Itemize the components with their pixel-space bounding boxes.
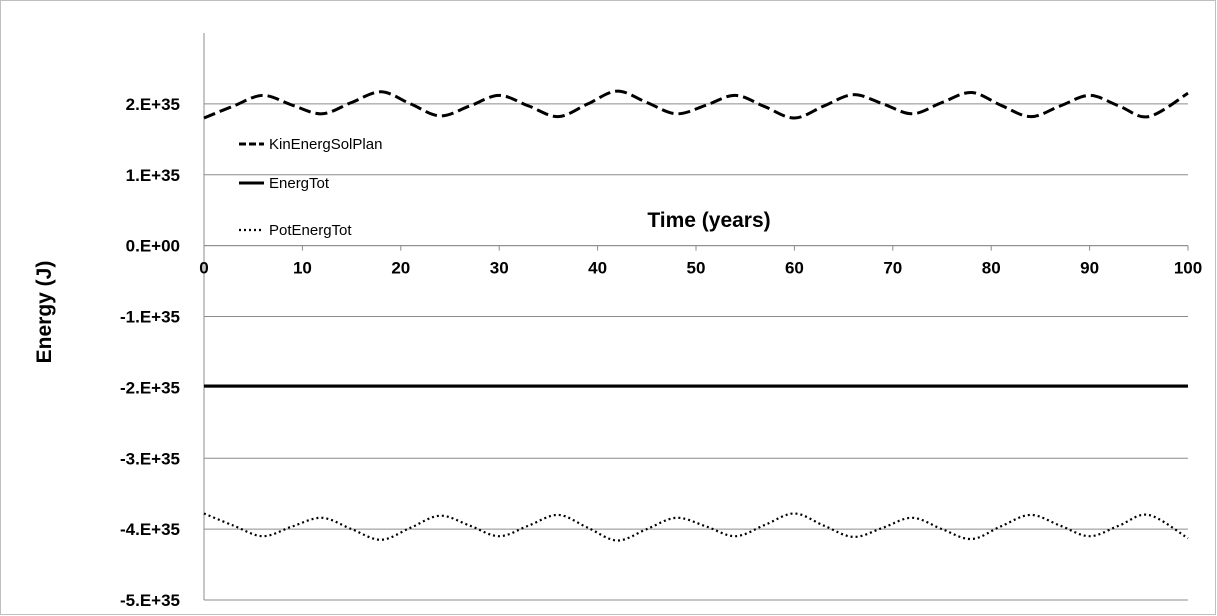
- x-tick-labels: 0 10 20 30 40 50 60 70 80 90 100: [199, 259, 1202, 278]
- series-line-PotEnergTot: [204, 513, 1188, 540]
- x-tick-label: 40: [588, 259, 607, 278]
- y-tick-label: -1.E+35: [120, 308, 180, 327]
- legend-label: PotEnergTot: [269, 222, 352, 239]
- x-tick-label: 80: [982, 259, 1001, 278]
- x-tick-label: 90: [1080, 259, 1099, 278]
- x-tick-label: 100: [1174, 259, 1202, 278]
- gridlines: [204, 104, 1188, 600]
- x-tick-marks: [204, 246, 1188, 251]
- y-tick-label: 0.E+00: [126, 237, 180, 256]
- x-tick-label: 20: [391, 259, 410, 278]
- x-tick-label: 30: [490, 259, 509, 278]
- x-tick-label: 60: [785, 259, 804, 278]
- y-tick-label: -3.E+35: [120, 449, 180, 468]
- y-tick-label: 1.E+35: [126, 166, 180, 185]
- legend-label: KinEnergSolPlan: [269, 136, 382, 153]
- series-lines: [204, 91, 1188, 540]
- legend: KinEnergSolPlan EnergTot PotEnergTot: [239, 136, 382, 239]
- y-tick-label: -2.E+35: [120, 378, 180, 397]
- y-tick-label: -4.E+35: [120, 520, 180, 539]
- x-tick-label: 10: [293, 259, 312, 278]
- x-tick-label: 0: [199, 259, 208, 278]
- y-axis-title: Energy (J): [33, 261, 56, 364]
- x-axis-title: Time (years): [647, 209, 770, 232]
- y-tick-label: 2.E+35: [126, 95, 180, 114]
- y-tick-label: -5.E+35: [120, 591, 180, 610]
- y-tick-labels: 2.E+35 1.E+35 0.E+00 -1.E+35 -2.E+35 -3.E+35 -…: [120, 95, 180, 610]
- x-tick-label: 50: [687, 259, 706, 278]
- legend-label: EnergTot: [269, 175, 330, 192]
- series-line-KinEnergSolPlan: [204, 91, 1188, 118]
- x-tick-label: 70: [883, 259, 902, 278]
